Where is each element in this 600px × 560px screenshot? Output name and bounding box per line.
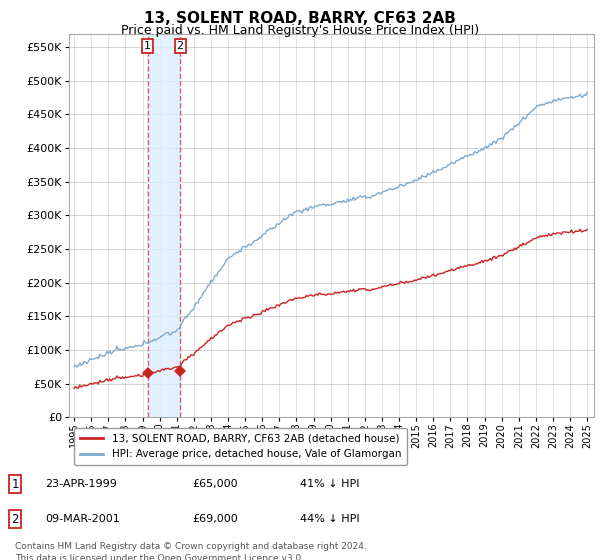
Text: £69,000: £69,000 xyxy=(192,514,238,524)
Text: 23-APR-1999: 23-APR-1999 xyxy=(45,479,117,489)
Text: 1: 1 xyxy=(11,478,19,491)
Text: 2: 2 xyxy=(176,41,184,51)
Text: 2: 2 xyxy=(11,513,19,526)
Legend: 13, SOLENT ROAD, BARRY, CF63 2AB (detached house), HPI: Average price, detached : 13, SOLENT ROAD, BARRY, CF63 2AB (detach… xyxy=(74,428,407,465)
Text: 13, SOLENT ROAD, BARRY, CF63 2AB: 13, SOLENT ROAD, BARRY, CF63 2AB xyxy=(144,11,456,26)
Text: 1: 1 xyxy=(144,41,151,51)
Text: Price paid vs. HM Land Registry's House Price Index (HPI): Price paid vs. HM Land Registry's House … xyxy=(121,24,479,36)
Text: £65,000: £65,000 xyxy=(192,479,238,489)
Text: 09-MAR-2001: 09-MAR-2001 xyxy=(45,514,120,524)
Text: Contains HM Land Registry data © Crown copyright and database right 2024.
This d: Contains HM Land Registry data © Crown c… xyxy=(15,542,367,560)
Text: 44% ↓ HPI: 44% ↓ HPI xyxy=(300,514,359,524)
Text: 41% ↓ HPI: 41% ↓ HPI xyxy=(300,479,359,489)
Bar xyxy=(148,34,180,417)
